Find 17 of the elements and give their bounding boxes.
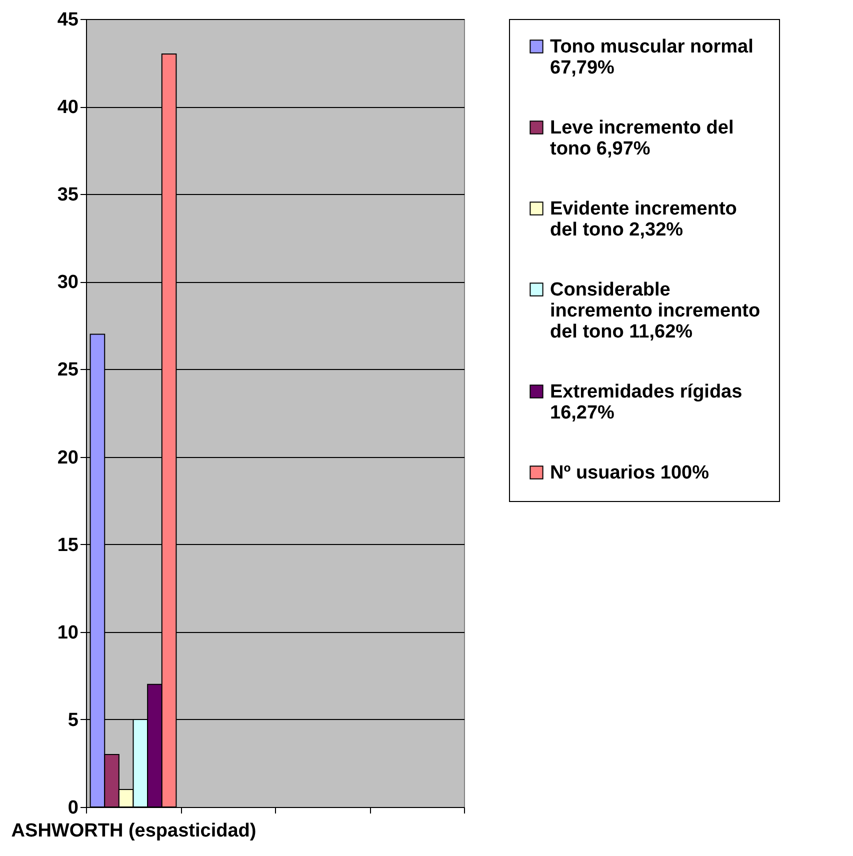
legend-label: Tono muscular normal 67,79% [550, 36, 754, 78]
y-tick-label: 30 [57, 272, 78, 294]
legend-label: Evidente incremento del tono 2,32% [550, 198, 737, 240]
legend-label: Nº usuarios 100% [550, 462, 710, 484]
y-tick-label: 40 [57, 97, 78, 118]
y-tick-label: 10 [57, 622, 78, 644]
y-tick-label: 20 [57, 447, 78, 468]
y-tick-label: 25 [57, 360, 79, 381]
y-tick-label: 5 [68, 710, 79, 731]
y-tick-label: 0 [68, 798, 78, 818]
x-tick-label: ASHWORTH (espasticidad) [11, 820, 256, 842]
legend-label: Extremidades rígidas 16,27% [550, 382, 742, 424]
y-tick-label: 35 [57, 184, 79, 206]
y-tick-label: 45 [57, 10, 79, 30]
legend-label: Considerable incremento incremento del tono 11,62% [550, 280, 760, 342]
y-tick-label: 15 [57, 534, 79, 556]
legend-label: Leve incremento del tono 6,97% [550, 118, 734, 160]
